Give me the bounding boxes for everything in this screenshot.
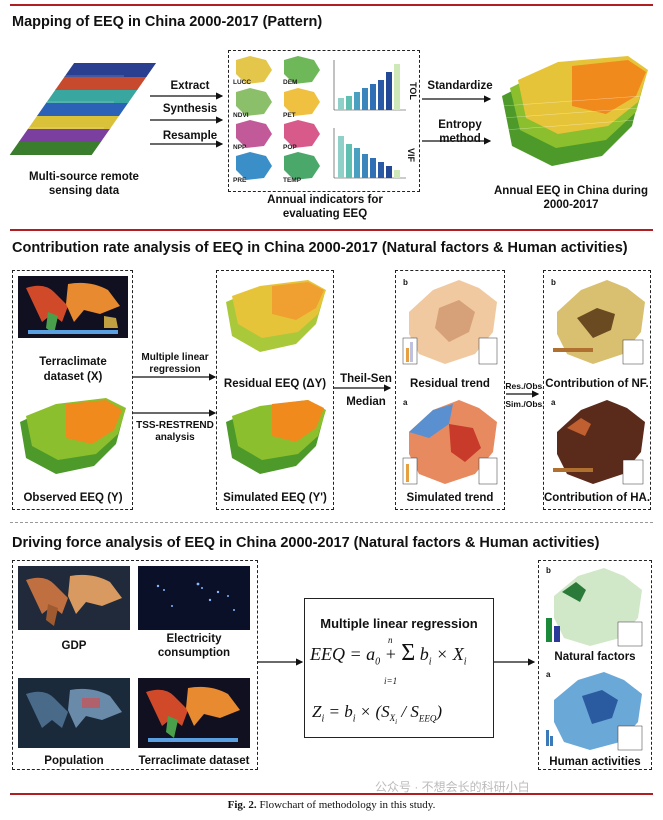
contrib-ha-label: Contribution of HA. <box>544 492 651 504</box>
rule-2 <box>10 229 653 231</box>
electricity-map <box>138 566 250 630</box>
gdp-map <box>18 566 130 630</box>
indicators-box <box>228 50 420 192</box>
residual-trend-map <box>402 280 498 365</box>
tol-axis-label: TOL <box>407 82 418 100</box>
simulated-eeq-image <box>226 400 326 474</box>
ind-dem: DEM <box>283 79 298 86</box>
section3-divider <box>10 522 653 523</box>
observed-label: Observed EEQ (Y) <box>23 492 123 504</box>
mlr-label: Multiple linear regression <box>141 352 209 375</box>
residual-label: Residual EEQ (ΔY) <box>223 378 327 390</box>
ind-pet: PET <box>283 112 296 119</box>
contrib-panel-b: b <box>551 278 556 287</box>
figure-caption-text: Flowchart of methodology in this study. <box>259 799 436 811</box>
op-extract: Extract <box>170 80 210 92</box>
residual-eeq-image <box>226 280 326 352</box>
simulated-trend-label: Simulated trend <box>406 492 494 504</box>
population-label: Population <box>44 755 104 767</box>
top-rule <box>10 4 653 6</box>
trend-box <box>395 270 505 510</box>
terraclimate-label-2: Terraclimate dataset <box>138 755 250 767</box>
population-map <box>18 678 130 748</box>
results-panel-a: a <box>546 670 551 679</box>
eeq-stack-image <box>501 56 648 166</box>
indicators-caption: Annual indicators for evaluating EEQ <box>267 194 383 220</box>
eeq-formula: EEQ = a0 + Σ bi × Xi <box>310 640 467 668</box>
section1-title: Mapping of EEQ in China 2000-2017 (Patte… <box>12 14 323 30</box>
indicator-maps <box>236 56 320 180</box>
remote-sensing-label: Multi-source remote sensing data <box>29 171 139 197</box>
human-activities-label: Human activities <box>549 756 641 768</box>
trend-panel-b: b <box>403 278 408 287</box>
section3-title: Driving force analysis of EEQ in China 2… <box>12 535 600 551</box>
figure-caption: Fig. 2. Flowchart of methodology in this… <box>0 799 663 811</box>
contrib-nf-label: Contribution of NF. <box>545 378 649 390</box>
formula-arrow <box>494 658 536 666</box>
sum-limits: n <box>388 635 393 645</box>
theil-sen-label: Theil-Sen <box>340 373 392 385</box>
gdp-label: GDP <box>61 640 87 652</box>
natural-factors-map <box>546 568 643 647</box>
standardize-label: Standardize <box>427 80 493 92</box>
drivers-box <box>12 560 258 770</box>
mlr-formula-title: Multiple linear regression <box>320 616 478 631</box>
ind-lucc: LUCC <box>233 79 252 86</box>
sec2-left-arrows <box>133 373 217 417</box>
watermark: 公众号 · 不想会长的科研小白 <box>375 780 530 794</box>
trend-panel-a: a <box>403 398 408 407</box>
res-obs-label: Res./Obs. <box>505 381 545 391</box>
contribution-nf-map <box>553 280 645 365</box>
figure-number: Fig. 2. <box>227 799 257 811</box>
ind-pre: PRE <box>233 177 247 184</box>
contribution-ha-map <box>553 400 645 485</box>
electricity-label: Electricity consumption <box>157 633 231 659</box>
human-activities-map <box>546 672 643 751</box>
sum-limits-lower: i=1 <box>384 676 398 686</box>
formula-box <box>304 598 494 738</box>
vif-bar-chart <box>333 128 406 179</box>
theil-sen-arrow <box>334 384 392 392</box>
entropy-label: Entropy method <box>438 119 482 145</box>
drivers-arrow <box>258 658 304 666</box>
ind-temp: TEMP <box>283 177 302 184</box>
median-label: Median <box>346 396 386 408</box>
terraclimate-map-2 <box>138 678 250 748</box>
terraclimate-world-map <box>18 276 128 338</box>
zi-formula: Zi = bi × (SXi / SEEQ) <box>312 702 443 727</box>
terraclimate-label: Terraclimate dataset (X) <box>39 356 107 383</box>
op-resample: Resample <box>162 130 218 142</box>
remote-sensing-stack-image <box>9 63 157 155</box>
ind-npp: NPP <box>233 144 247 151</box>
results-box <box>538 560 652 770</box>
inputs-box <box>12 270 133 510</box>
sim-obs-label: Sim./Obs. <box>505 399 545 409</box>
eeq-annual-label: Annual EEQ in China during 2000-2017 <box>494 185 648 211</box>
op-synthesis: Synthesis <box>162 103 218 115</box>
simulated-trend-map <box>402 400 498 485</box>
op-arrows <box>150 92 224 148</box>
observed-eeq-image <box>20 398 126 474</box>
standardize-arrows <box>422 95 492 145</box>
bottom-rule <box>10 793 653 795</box>
residual-trend-label: Residual trend <box>410 378 490 390</box>
vif-axis-label: VIF <box>406 147 417 163</box>
contrib-panel-a: a <box>551 398 556 407</box>
tss-label: TSS-RESTREND analysis <box>136 420 214 443</box>
tol-bar-chart <box>333 60 406 111</box>
contribution-box <box>543 270 651 510</box>
ind-pop: POP <box>283 144 297 151</box>
ratio-arrow <box>506 390 540 398</box>
natural-factors-label: Natural factors <box>554 651 636 663</box>
ind-ndvi: NDVI <box>233 112 249 119</box>
results-panel-b: b <box>546 566 551 575</box>
simulated-label: Simulated EEQ (Y') <box>223 492 327 504</box>
residual-box <box>216 270 334 510</box>
section2-title: Contribution rate analysis of EEQ in Chi… <box>12 240 628 256</box>
